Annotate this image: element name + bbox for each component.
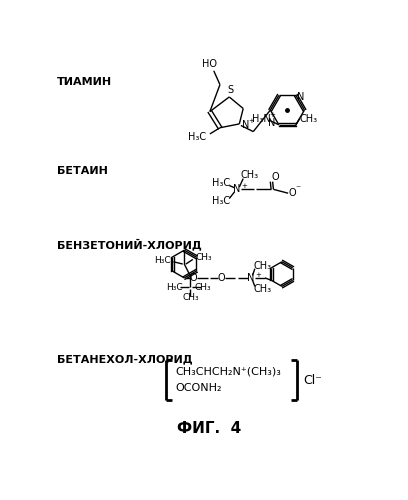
Text: N: N bbox=[242, 120, 250, 130]
Text: H₃C: H₃C bbox=[188, 132, 206, 142]
Text: O: O bbox=[289, 188, 297, 198]
Text: N: N bbox=[297, 92, 305, 102]
Text: OCONH₂: OCONH₂ bbox=[175, 383, 222, 393]
Text: HO: HO bbox=[202, 59, 217, 69]
Text: +: + bbox=[242, 182, 248, 188]
Text: H₃N: H₃N bbox=[252, 114, 271, 124]
Text: H₃C: H₃C bbox=[154, 256, 171, 264]
Text: N: N bbox=[247, 273, 255, 283]
Text: O: O bbox=[271, 172, 279, 182]
Text: O: O bbox=[218, 273, 225, 283]
Text: N: N bbox=[233, 184, 241, 194]
Text: +: + bbox=[270, 112, 275, 117]
Text: +: + bbox=[248, 118, 255, 124]
Text: БЕТАИН: БЕТАИН bbox=[57, 166, 108, 176]
Text: CH₃: CH₃ bbox=[182, 294, 199, 302]
Text: H₃C: H₃C bbox=[166, 282, 182, 292]
Text: Cl⁻: Cl⁻ bbox=[304, 374, 323, 387]
Text: +: + bbox=[255, 272, 261, 278]
Text: ФИГ.  4: ФИГ. 4 bbox=[177, 420, 241, 436]
Text: ⁻: ⁻ bbox=[295, 184, 300, 194]
Text: CH₃: CH₃ bbox=[253, 284, 271, 294]
Text: H₃C: H₃C bbox=[212, 178, 231, 188]
Text: CH₃: CH₃ bbox=[194, 282, 211, 292]
Text: CH₃: CH₃ bbox=[300, 114, 318, 124]
Text: БЕНЗЕТОНИЙ-ХЛОРИД: БЕНЗЕТОНИЙ-ХЛОРИД bbox=[57, 238, 202, 250]
Text: H₃C: H₃C bbox=[212, 196, 231, 206]
Text: CH₃CHCH₂N⁺(CH₃)₃: CH₃CHCH₂N⁺(CH₃)₃ bbox=[175, 366, 281, 376]
Text: S: S bbox=[227, 84, 233, 94]
Text: CH₃: CH₃ bbox=[241, 170, 259, 180]
Text: CH₃: CH₃ bbox=[253, 260, 271, 270]
Text: O: O bbox=[190, 273, 197, 283]
Text: N: N bbox=[268, 118, 275, 128]
Text: CH₃: CH₃ bbox=[195, 254, 212, 262]
Text: ТИАМИН: ТИАМИН bbox=[57, 77, 112, 87]
Text: БЕТАНЕХОЛ-ХЛОРИД: БЕТАНЕХОЛ-ХЛОРИД bbox=[57, 354, 193, 364]
